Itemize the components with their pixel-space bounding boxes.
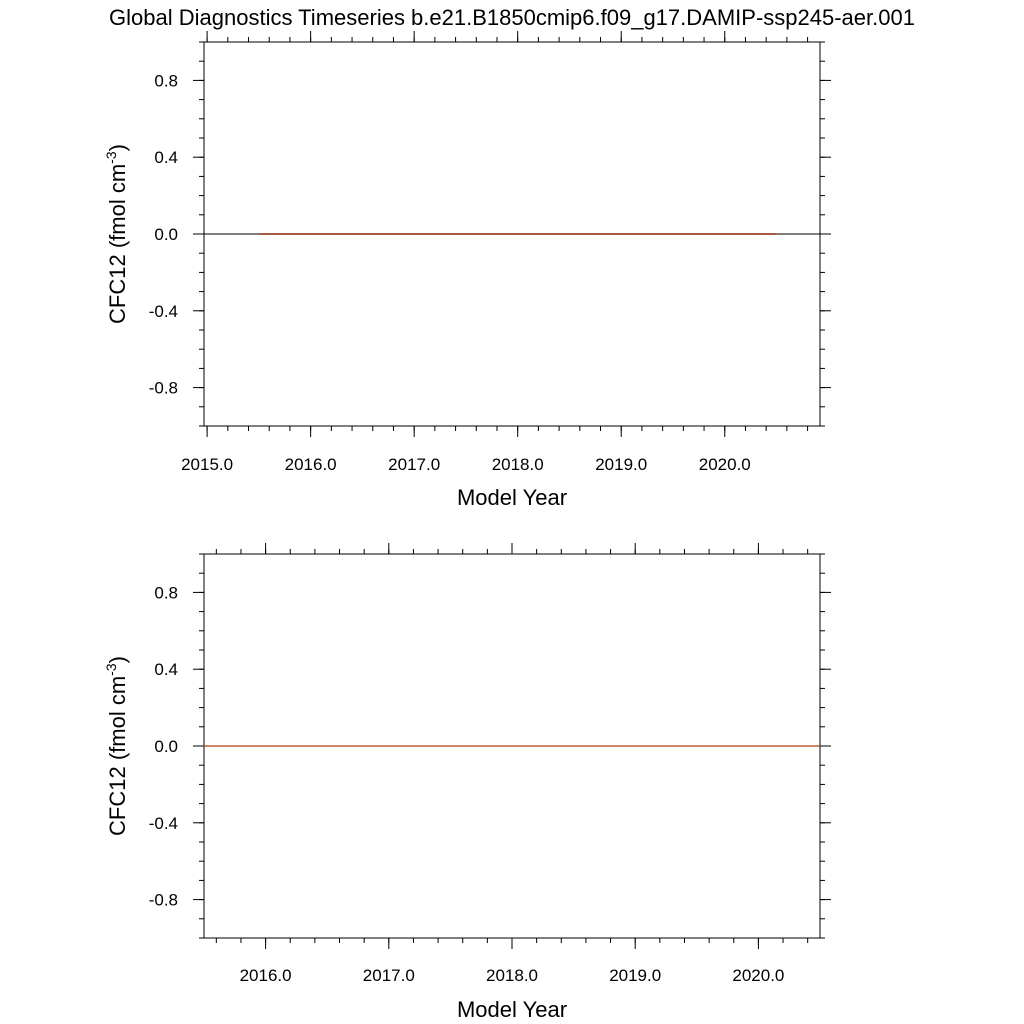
y-tick-label: 0.8 bbox=[154, 71, 178, 90]
x-tick-label: 2017.0 bbox=[363, 966, 415, 985]
y-tick-label: -0.4 bbox=[149, 814, 178, 833]
y-axis-label: CFC12 (fmol cm-3) bbox=[103, 144, 130, 324]
x-tick-label: 2019.0 bbox=[609, 966, 661, 985]
x-tick-label: 2019.0 bbox=[595, 455, 647, 474]
x-tick-label: 2020.0 bbox=[732, 966, 784, 985]
x-tick-label: 2016.0 bbox=[285, 455, 337, 474]
y-tick-label: 0.4 bbox=[154, 148, 178, 167]
x-tick-label: 2018.0 bbox=[486, 966, 538, 985]
y-tick-label: 0.8 bbox=[154, 583, 178, 602]
x-axis-label: Model Year bbox=[457, 485, 567, 510]
y-tick-label: -0.4 bbox=[149, 302, 178, 321]
y-tick-label: 0.0 bbox=[154, 737, 178, 756]
y-tick-label: 0.4 bbox=[154, 660, 178, 679]
x-tick-label: 2016.0 bbox=[240, 966, 292, 985]
y-axis-label: CFC12 (fmol cm-3) bbox=[103, 656, 130, 836]
y-tick-label: -0.8 bbox=[149, 379, 178, 398]
chart-title: Global Diagnostics Timeseries b.e21.B185… bbox=[109, 5, 915, 30]
x-tick-label: 2015.0 bbox=[181, 455, 233, 474]
x-tick-label: 2017.0 bbox=[388, 455, 440, 474]
bottom-panel: 0.8 0.4 0.0 -0.4 -0.8 2016.0 2017.0 2018.0 2019.… bbox=[103, 543, 831, 1022]
x-axis-label: Model Year bbox=[457, 997, 567, 1022]
y-tick-label: -0.8 bbox=[149, 891, 178, 910]
top-panel: 0.8 0.4 0.0 -0.4 -0.8 2015.0 2016.0 2017.0 2018.… bbox=[103, 31, 831, 510]
y-tick-label: 0.0 bbox=[154, 225, 178, 244]
x-tick-label: 2020.0 bbox=[699, 455, 751, 474]
x-tick-label: 2018.0 bbox=[492, 455, 544, 474]
